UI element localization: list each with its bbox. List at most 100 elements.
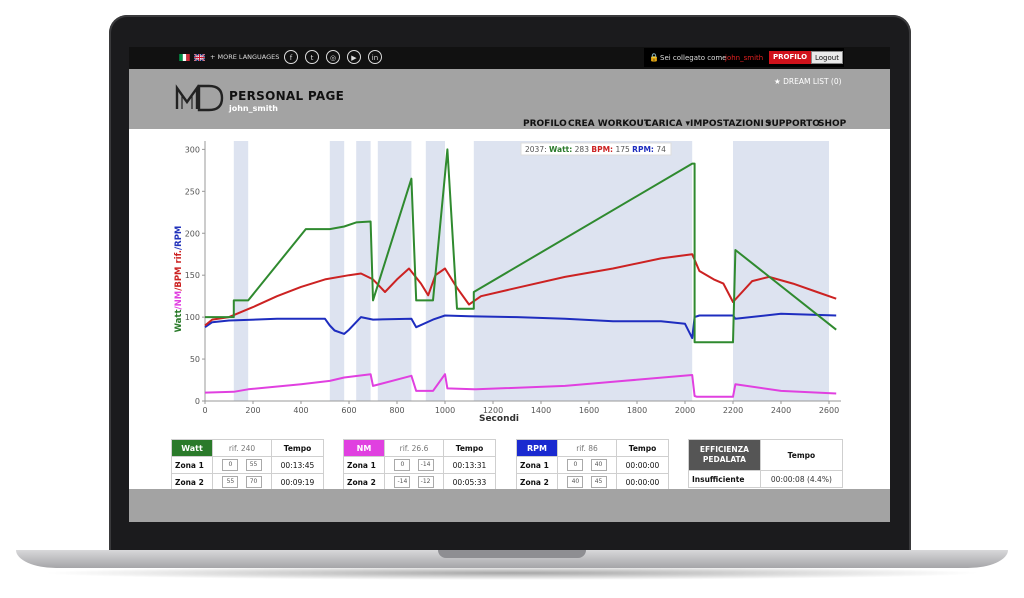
y-tick-label: 50 [190,355,200,364]
table-row: Zona 2 55 70 00:09:19 [171,473,325,491]
zone-label: Zona 2 [171,473,213,491]
zone-min-input[interactable]: 0 [394,459,411,471]
y-axis-label: Watt/NM/BPM rif./RPM [174,226,184,333]
tooltip-rpm-label: RPM: [632,145,654,154]
zone-label: Zona 2 [516,473,558,491]
y-tick-label: 200 [185,229,200,238]
x-tick-label: 0 [202,406,207,415]
instagram-icon[interactable]: ◎ [326,50,340,64]
chart-series [204,148,837,398]
nav-crea-workout[interactable]: CREA WORKOUT [568,119,650,129]
series-bpm-line [204,253,837,327]
zone-min-input[interactable]: 55 [222,476,239,488]
logout-button[interactable]: Logout [811,51,843,64]
chart-grid [204,141,841,402]
efficienza-label: Insufficiente [688,470,761,488]
x-tick-label: 2600 [819,406,839,415]
table-row: Insufficiente 00:00:08 (4.4%) [688,470,844,488]
zone-label: Zona 1 [516,456,558,474]
zone-min-input[interactable]: 0 [222,459,239,471]
x-tick-label: 200 [245,406,260,415]
efficienza-header: EFFICIENZA PEDALATA [688,439,761,471]
chart-y-ticks: 0 50 100 150 200 250 300 [185,145,205,406]
watt-tempo-header: Tempo [270,439,325,457]
y-label-bpm: /BPM rif. [174,250,184,291]
tooltip-watt-label: Watt: [549,145,572,154]
x-tick-label: 2000 [675,406,695,415]
zone-min-input[interactable]: 0 [567,459,584,471]
zone-time: 00:05:33 [442,473,497,491]
main-content: 0 50 100 150 200 250 300 0 200 400 600 800 1000 1200… [129,129,890,491]
site-header: PERSONAL PAGE john_smith ★ DREAM LIST (0… [129,69,890,129]
rpm-tempo-header: Tempo [615,439,670,457]
x-tick-label: 1600 [579,406,599,415]
nav-supporto[interactable]: SUPPORTO [765,119,820,129]
zone-max-input[interactable]: -12 [417,476,434,488]
rpm-header: RPM [516,439,558,457]
rpm-zones-table: RPM rif. 86 Tempo Zona 1 0 40 00:00:00 Z… [516,439,670,491]
more-languages-link[interactable]: + MORE LANGUAGES [210,53,280,61]
x-tick-label: 1400 [531,406,551,415]
nm-zones-table: NM rif. 26.6 Tempo Zona 1 0 -14 00:13:31… [343,439,497,491]
zone-max-input[interactable]: 55 [245,459,262,471]
tooltip-watt: 283 [575,145,590,154]
lock-icon: 🔒 [649,53,659,62]
linkedin-icon[interactable]: in [368,50,382,64]
md-logo-icon[interactable] [174,82,226,112]
x-tick-label: 1800 [627,406,647,415]
facebook-icon[interactable]: f [284,50,298,64]
table-row: Zona 1 0 -14 00:13:31 [343,456,497,474]
logged-in-username[interactable]: john_smith [725,54,764,62]
twitter-icon[interactable]: t [305,50,319,64]
y-tick-label: 0 [195,397,200,406]
y-tick-label: 100 [185,313,200,322]
chart-band-5 [473,141,693,401]
zone-time: 00:13:31 [442,456,497,474]
zone-min-input[interactable]: 40 [567,476,584,488]
tooltip-bpm: 175 [615,145,630,154]
zone-max-input[interactable]: 45 [590,476,607,488]
x-tick-label: 2400 [771,406,791,415]
nav-profilo[interactable]: PROFILO [523,119,567,129]
workout-chart[interactable]: 0 50 100 150 200 250 300 0 200 400 600 800 1000 1200… [129,129,890,429]
zone-max-input[interactable]: -14 [417,459,434,471]
tooltip-bpm-label: BPM: [591,145,613,154]
table-row: Zona 1 0 55 00:13:45 [171,456,325,474]
youtube-icon[interactable]: ▶ [347,50,361,64]
dream-list-link[interactable]: ★ DREAM LIST (0) [774,77,842,86]
header-username: john_smith [229,104,278,113]
nm-tempo-header: Tempo [442,439,497,457]
zone-time: 00:00:00 [615,456,670,474]
efficienza-time: 00:00:08 (4.4%) [759,470,844,488]
efficienza-table: EFFICIENZA PEDALATA Tempo Insufficiente 0… [688,439,844,488]
watt-header: Watt [171,439,213,457]
nm-header: NM [343,439,385,457]
chart-bands [233,141,829,401]
svg-text:2037: Watt:: 2037: Watt: 283 BPM: 175 RPM: 74 [525,145,666,154]
zone-label: Zona 2 [343,473,385,491]
zone-label: Zona 1 [343,456,385,474]
nav-shop[interactable]: SHOP [818,119,847,129]
series-watt-line [205,148,837,344]
zone-max-input[interactable]: 70 [245,476,262,488]
logged-in-label: Sei collegato come [660,54,727,62]
x-tick-label: 400 [293,406,308,415]
profile-button[interactable]: PROFILO [769,51,812,64]
top-bar: + MORE LANGUAGES f t ◎ ▶ in 🔒 Sei colleg… [129,47,890,69]
y-tick-label: 250 [185,187,200,196]
series-nm-line [204,373,837,398]
x-tick-label: 800 [389,406,404,415]
zone-max-input[interactable]: 40 [590,459,607,471]
rpm-rif: rif. 86 [557,439,617,457]
nav-carica[interactable]: CARICA ▾ [645,119,691,129]
zone-min-input[interactable]: -14 [394,476,411,488]
chart-band-1 [329,141,345,401]
chart-band-0 [233,141,249,401]
italian-flag-icon[interactable] [179,54,190,61]
watt-zones-table: Watt rif. 240 Tempo Zona 1 0 55 00:13:45… [171,439,325,491]
x-tick-label: 2200 [723,406,743,415]
series-rpm-line [204,312,837,340]
nav-impostazioni[interactable]: IMPOSTAZIONI ▾ [690,119,772,129]
uk-flag-icon[interactable] [194,54,205,61]
table-row: Zona 2 -14 -12 00:05:33 [343,473,497,491]
